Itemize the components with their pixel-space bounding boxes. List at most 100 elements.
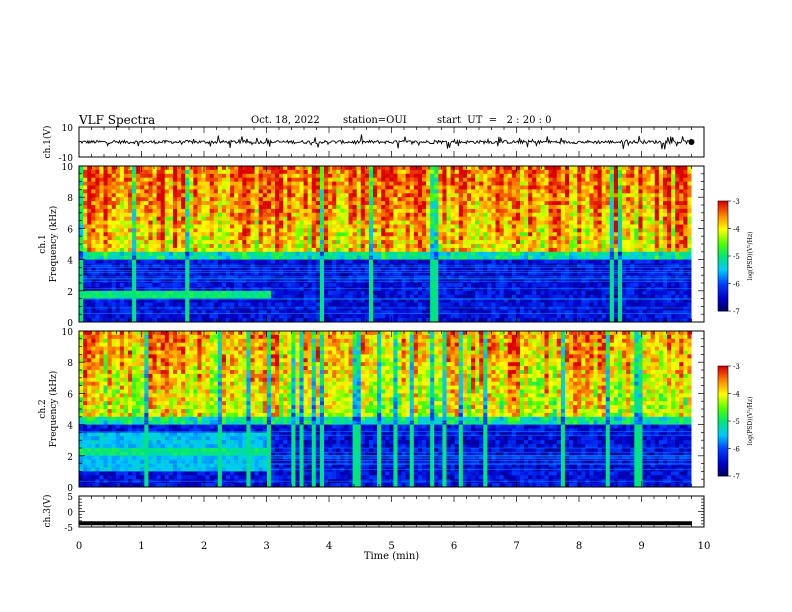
spectrogram-cell [115,205,121,210]
spectrogram-cell [103,294,108,299]
spectrogram-cell [132,197,137,202]
spectrogram-cell [360,212,366,218]
spectrogram-cell [397,189,402,194]
spectrogram-cell [536,306,541,311]
spectrogram-cell [332,232,337,237]
spectrogram-cell [397,193,402,198]
spectrogram-cell [193,169,198,175]
spectrogram-cell [275,232,280,237]
spectrogram-cell [560,259,566,264]
spectrogram-cell [548,247,554,253]
spectrogram-cell [511,177,517,182]
spectrogram-cell [540,212,545,218]
spectrogram-cell [234,181,239,186]
spectrogram-cell [79,216,84,221]
spectrogram-cell [319,240,325,245]
spectrogram-cell [405,216,411,221]
spectrogram-cell [328,290,333,296]
spectrogram-cell [164,169,170,175]
spectrogram-cell [373,290,378,296]
spectrogram-cell [377,302,382,307]
spectrogram-cell [136,286,141,292]
spectrogram-cell [315,197,321,202]
spectrogram-cell [368,232,374,237]
spectrogram-cell [307,314,313,319]
spectrogram-cell [328,197,333,202]
spectrogram-cell [438,271,443,276]
spectrogram-cell [152,259,157,264]
spectrogram-cell [250,244,255,249]
spectrogram-cell [446,275,451,280]
spectrogram-cell [573,286,578,292]
spectrogram-cell [515,298,521,303]
spectrogram-cell [279,286,284,292]
spectrogram-cell [336,271,341,276]
spectrogram-cell [507,220,513,225]
spectrogram-cell [287,244,292,249]
spectrogram-cell [299,247,304,253]
spectrogram-cell [377,259,382,264]
spectrogram-cell [91,259,96,264]
spectrogram-cell [328,201,333,206]
spectrogram-cell [266,283,272,288]
spectrogram-cell [389,244,394,249]
spectrogram-cell [254,251,260,257]
spectrogram-cell [520,290,525,296]
spectrogram-cell [430,212,435,218]
spectrogram-cell [569,259,574,264]
spectrogram-cell [128,271,133,276]
spectrogram-cell [352,228,358,233]
spectrogram-cell [221,208,227,214]
spectrogram-cell [209,236,215,241]
spectrogram-cell [103,205,108,210]
spectrogram-cell [164,173,170,179]
spectrogram-cell [119,275,125,280]
spectrogram-cell [201,286,206,292]
spectrogram-cell [234,220,239,225]
spectrogram-cell [132,216,137,221]
spectrogram-cell [348,189,353,194]
spectrogram-cell [405,224,411,229]
spectrogram-cell [483,247,488,253]
spectrogram-cell [491,294,496,299]
spectrogram-cell [450,240,456,245]
spectrogram-cell [99,240,104,245]
spectrogram-cell [303,216,309,221]
spectrogram-cell [491,216,496,221]
spectrogram-cell [123,318,129,323]
spectrogram-cell [442,310,447,315]
spectrogram-cell [560,224,566,229]
spectrogram-cell [462,205,468,210]
spectrogram-cell [177,267,182,272]
spectrogram-cell [283,236,288,241]
spectrogram-cell [311,197,317,202]
spectrogram-cell [87,283,92,288]
spectrogram-cell [123,185,129,190]
spectrogram-cell [417,185,423,190]
spectrogram-cell [213,271,219,276]
spectrogram-cell [95,189,100,194]
spectrogram-cell [422,185,427,190]
spectrogram-cell [426,185,431,190]
spectrogram-cell [303,290,309,296]
spectrogram-cell [483,236,488,241]
spectrogram-cell [328,298,333,303]
spectrogram-cell [205,201,211,206]
spectrogram-cell [471,208,476,214]
spectrogram-cell [201,267,206,272]
spectrogram-cell [466,318,472,323]
spectrogram-cell [95,197,100,202]
spectrogram-cell [552,275,558,280]
spectrogram-cell [87,290,92,296]
spectrogram-cell [275,286,280,292]
spectrogram-cell [279,224,284,229]
spectrogram-cell [471,247,476,253]
spectrogram-cell [328,166,333,171]
spectrogram-cell [564,310,570,315]
spectrogram-cell [458,283,464,288]
spectrogram-cell [417,212,423,218]
spectrogram-cell [483,166,488,171]
spectrogram-cell [279,275,284,280]
spectrogram-cell [246,212,251,218]
spectrogram-cell [483,173,488,179]
